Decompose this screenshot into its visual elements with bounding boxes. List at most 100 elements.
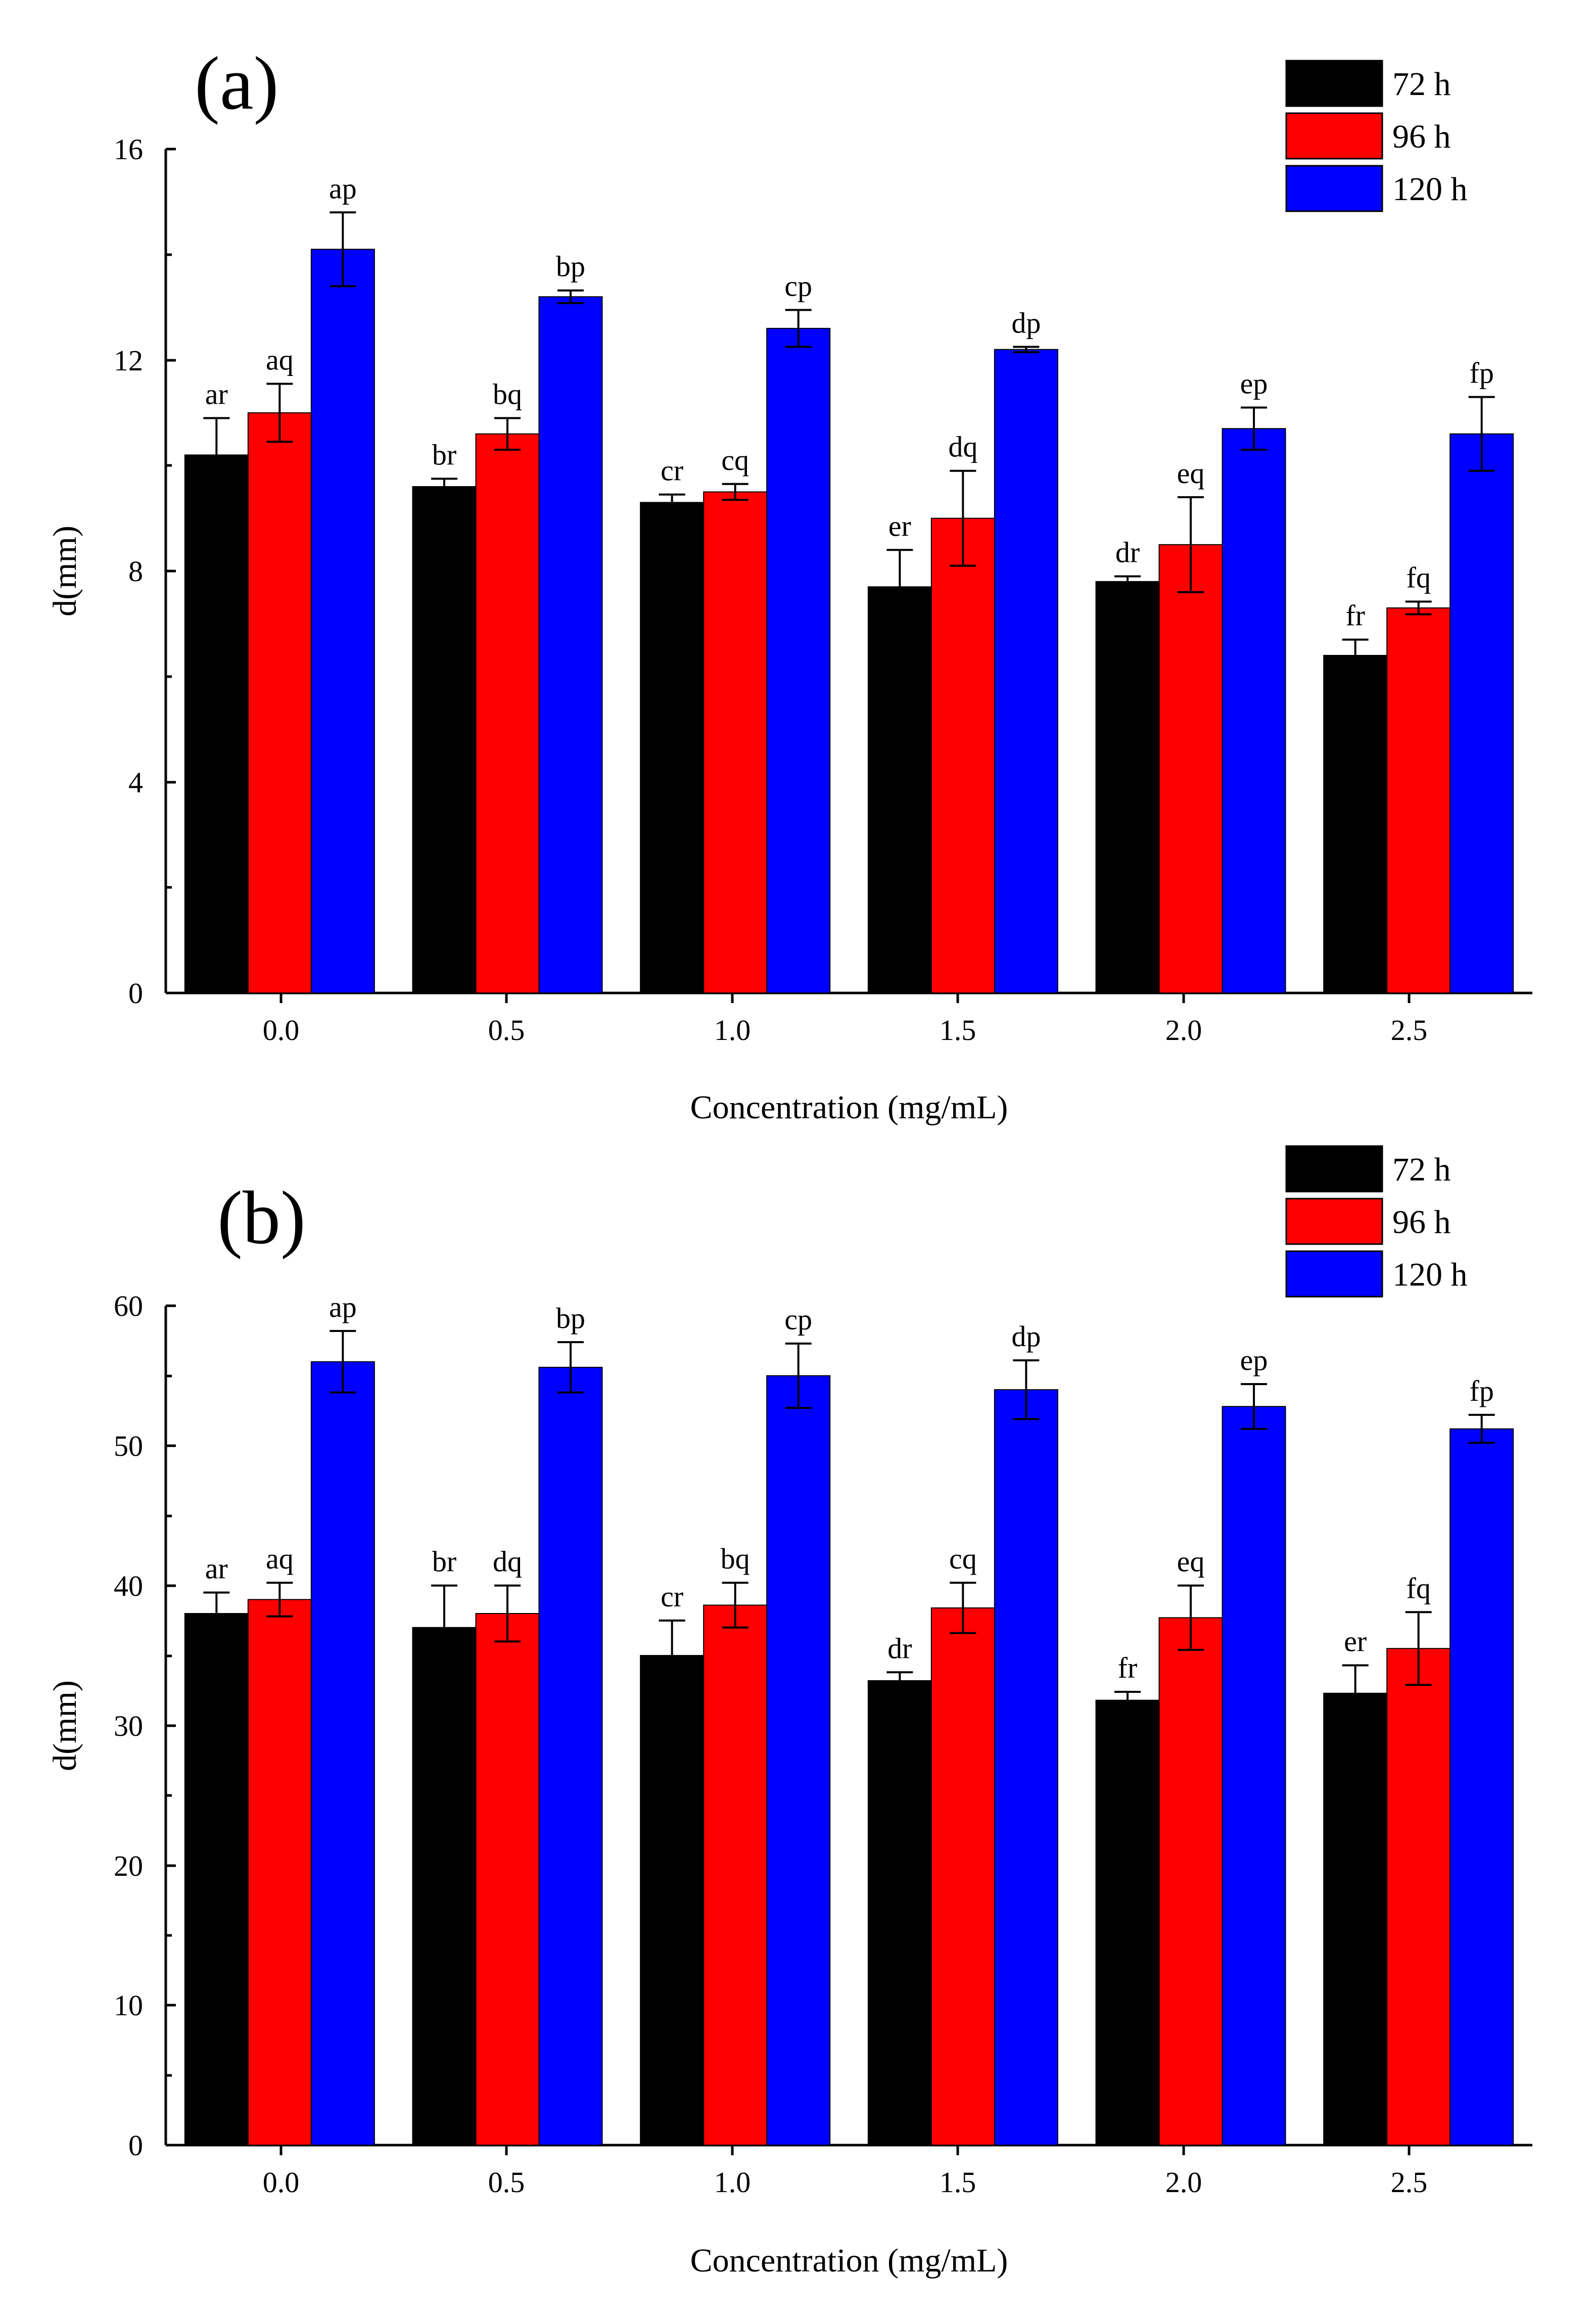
error-bar-120h-1.5-b	[1013, 1359, 1040, 1420]
error-bar-120h-2.5-b	[1468, 1413, 1495, 1444]
significance-label-120h-2.5-a: fp	[1470, 357, 1494, 390]
significance-label-120h-0.5-a: bp	[556, 250, 585, 283]
significance-label-96h-2.5-a: fq	[1407, 561, 1431, 594]
bar-120h-1.5-b	[994, 1389, 1058, 2146]
significance-label-72h-1.0-b: cr	[661, 1580, 683, 1613]
significance-label-120h-1.5-a: dp	[1011, 306, 1041, 339]
panel-b: (b) 72 h 96 h 120 h 0 10 20 30 40 50 60	[46, 1145, 1532, 2279]
bar-120h-0.5-b	[538, 1366, 603, 2146]
y-tick-label-a: 0	[128, 977, 143, 1010]
significance-label-120h-2.0-a: ep	[1240, 367, 1268, 400]
x-axis-title-a: Concentration (mg/mL)	[690, 1089, 1008, 1126]
legend-label-72h-b: 72 h	[1392, 1151, 1451, 1188]
legend-swatch-96h-b	[1285, 1198, 1383, 1245]
bar-72h-0.0-b	[184, 1613, 249, 2146]
significance-label-72h-0.5-a: br	[432, 438, 456, 471]
legend-label-120h-b: 120 h	[1392, 1256, 1468, 1293]
panel-label-a: (a)	[195, 41, 278, 125]
error-bar-96h-1.5-a	[950, 469, 976, 567]
significance-label-72h-1.5-b: dr	[887, 1632, 912, 1665]
error-bar-96h-0.5-a	[494, 417, 521, 451]
significance-label-96h-0.5-a: bq	[493, 377, 522, 410]
bar-120h-1.5-a	[994, 349, 1058, 993]
legend-b: 72 h 96 h 120 h	[1285, 1145, 1468, 1298]
significance-label-96h-1.0-b: bq	[721, 1542, 750, 1575]
legend-label-72h-a: 72 h	[1392, 66, 1451, 103]
significance-label-96h-0.0-a: aq	[266, 343, 294, 376]
bar-72h-1.5-a	[867, 586, 932, 993]
significance-label-96h-1.5-a: dq	[948, 431, 977, 463]
significance-label-120h-1.0-a: cp	[784, 269, 812, 302]
x-tick-label-b: 2.0	[1165, 2166, 1202, 2199]
error-bar-72h-0.0-a	[203, 417, 230, 493]
legend-label-96h-a: 96 h	[1392, 118, 1451, 155]
x-tick-label-a: 2.0	[1165, 1014, 1202, 1047]
legend-swatch-120h-a	[1285, 165, 1383, 212]
error-bar-96h-0.5-b	[494, 1584, 521, 1643]
bar-72h-1.0-b	[640, 1655, 705, 2146]
legend-swatch-72h-b	[1285, 1145, 1383, 1193]
significance-label-72h-0.5-b: br	[432, 1545, 456, 1578]
significance-label-96h-2.0-b: eq	[1177, 1545, 1205, 1578]
error-bar-120h-0.5-a	[557, 289, 584, 304]
bar-72h-2.5-b	[1323, 1692, 1388, 2146]
bar-96h-0.0-a	[247, 412, 312, 993]
bar-72h-0.0-a	[184, 454, 249, 993]
bar-72h-0.5-b	[412, 1627, 477, 2146]
y-tick-label-a: 8	[128, 555, 143, 588]
y-tick-label-b: 0	[128, 2129, 143, 2162]
error-bar-120h-1.5-a	[1013, 346, 1040, 353]
significance-label-72h-1.0-a: cr	[661, 454, 683, 487]
y-tick-label-b: 60	[114, 1290, 143, 1322]
legend-a: 72 h 96 h 120 h	[1285, 60, 1468, 212]
significance-label-96h-0.0-b: aq	[266, 1542, 294, 1575]
x-tick-label-a: 0.0	[263, 1014, 300, 1047]
significance-label-96h-2.0-a: eq	[1177, 457, 1205, 490]
error-bar-72h-0.5-b	[431, 1584, 457, 1671]
bar-96h-1.5-b	[930, 1607, 995, 2146]
bars-b: ar aq ap br dq bp cr bq cp dr cq dp fr eq ep er fq fp	[184, 1291, 1514, 2146]
y-tick-label-b: 40	[114, 1570, 143, 1602]
error-bar-120h-0.0-b	[330, 1330, 356, 1394]
significance-label-72h-2.5-b: er	[1344, 1625, 1367, 1657]
x-tick-label-b: 0.5	[488, 2166, 525, 2199]
bar-96h-0.5-b	[475, 1613, 540, 2146]
error-bar-72h-0.0-b	[203, 1591, 230, 1636]
bar-120h-2.5-a	[1449, 433, 1514, 993]
legend-swatch-72h-a	[1285, 60, 1383, 107]
error-bar-96h-2.0-b	[1178, 1584, 1204, 1651]
bar-72h-2.5-a	[1323, 655, 1388, 993]
bar-96h-2.0-b	[1158, 1617, 1223, 2146]
bar-120h-2.0-a	[1222, 428, 1286, 993]
error-bar-120h-2.0-b	[1241, 1383, 1267, 1430]
error-bar-96h-2.0-a	[1178, 496, 1204, 593]
bar-96h-1.0-a	[703, 491, 768, 993]
error-bar-120h-2.5-a	[1468, 396, 1495, 472]
significance-label-120h-0.0-b: ap	[329, 1291, 357, 1323]
legend-swatch-120h-b	[1285, 1250, 1383, 1298]
y-tick-label-a: 4	[128, 766, 143, 799]
bar-96h-0.5-a	[475, 433, 540, 993]
y-tick-label-a: 16	[114, 133, 143, 166]
x-tick-label-b: 2.5	[1391, 2166, 1428, 2199]
significance-label-120h-0.0-a: ap	[329, 172, 357, 205]
error-bar-120h-1.0-a	[785, 309, 812, 348]
error-bar-120h-0.5-b	[557, 1341, 584, 1394]
error-bar-96h-1.0-a	[722, 483, 748, 501]
bar-120h-0.0-a	[310, 249, 375, 993]
significance-label-120h-2.5-b: fp	[1470, 1374, 1494, 1407]
bar-120h-0.0-b	[310, 1361, 375, 2146]
significance-label-72h-2.5-a: fr	[1345, 599, 1365, 632]
error-bar-72h-1.5-a	[886, 549, 913, 625]
bar-72h-1.5-b	[867, 1680, 932, 2146]
x-tick-label-a: 1.0	[714, 1014, 751, 1047]
bar-120h-1.0-b	[766, 1375, 831, 2146]
y-tick-label-b: 20	[114, 1849, 143, 1882]
x-tick-label-a: 1.5	[940, 1014, 976, 1047]
x-tick-label-b: 1.0	[714, 2166, 751, 2199]
bar-96h-1.0-b	[703, 1604, 768, 2146]
panel-label-b: (b)	[217, 1176, 306, 1260]
x-tick-label-b: 1.5	[940, 2166, 976, 2199]
bar-96h-1.5-a	[930, 517, 995, 993]
